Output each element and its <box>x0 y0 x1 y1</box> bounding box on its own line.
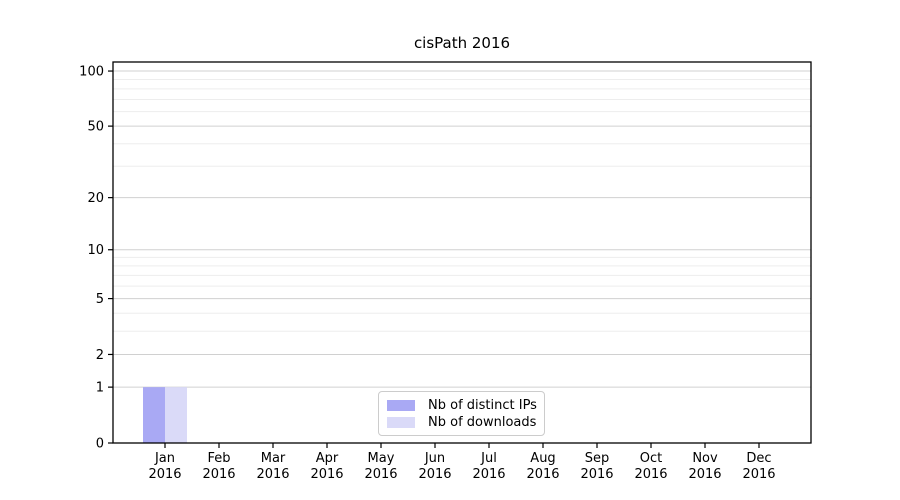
x-tick-label-month: Dec <box>746 451 771 466</box>
x-tick-label-month: Feb <box>207 451 230 466</box>
y-tick-label: 2 <box>96 348 104 363</box>
legend-label: Nb of distinct IPs <box>428 397 537 413</box>
x-tick-label-year: 2016 <box>634 467 667 482</box>
x-tick-label-month: Nov <box>692 451 718 466</box>
x-tick-label-year: 2016 <box>418 467 451 482</box>
legend-label: Nb of downloads <box>428 414 537 430</box>
x-tick-label-month: Apr <box>316 451 339 466</box>
x-tick-label-month: Jan <box>154 451 175 466</box>
x-tick-label-month: Aug <box>530 451 555 466</box>
x-tick-label-year: 2016 <box>526 467 559 482</box>
legend-item-nb-of-distinct-ips: Nb of distinct IPs <box>387 397 537 413</box>
x-tick-label-month: Oct <box>640 451 662 466</box>
bar-nb-of-distinct-ips-jan <box>143 387 165 443</box>
x-tick-label-month: Mar <box>261 451 286 466</box>
chart-title: cisPath 2016 <box>413 34 511 52</box>
y-tick-label: 1 <box>96 381 104 396</box>
y-tick-label: 10 <box>87 243 104 258</box>
x-tick-label-year: 2016 <box>742 467 775 482</box>
x-tick-label-year: 2016 <box>472 467 505 482</box>
y-tick-label: 0 <box>96 437 104 452</box>
x-tick-label-year: 2016 <box>580 467 613 482</box>
x-tick-label-year: 2016 <box>688 467 721 482</box>
x-tick-label-year: 2016 <box>202 467 235 482</box>
y-tick-label: 20 <box>87 191 104 206</box>
x-tick-label-month: May <box>368 451 395 466</box>
bar-nb-of-downloads-jan <box>165 387 187 443</box>
legend-swatch-icon <box>387 399 415 411</box>
legend-swatch-icon <box>387 416 415 428</box>
plot-border <box>112 61 812 444</box>
x-tick-label-month: Jun <box>424 451 445 466</box>
y-tick-label: 100 <box>79 65 104 80</box>
x-tick-label-year: 2016 <box>148 467 181 482</box>
legend: Nb of distinct IPs Nb of downloads <box>378 391 545 436</box>
y-tick-label: 5 <box>96 292 104 307</box>
legend-item-nb-of-downloads: Nb of downloads <box>387 414 537 430</box>
y-tick-label: 50 <box>87 120 104 135</box>
x-tick-label-year: 2016 <box>256 467 289 482</box>
x-tick-label-year: 2016 <box>310 467 343 482</box>
x-tick-label-month: Jul <box>480 451 497 466</box>
x-tick-label-year: 2016 <box>364 467 397 482</box>
x-tick-label-month: Sep <box>585 451 610 466</box>
